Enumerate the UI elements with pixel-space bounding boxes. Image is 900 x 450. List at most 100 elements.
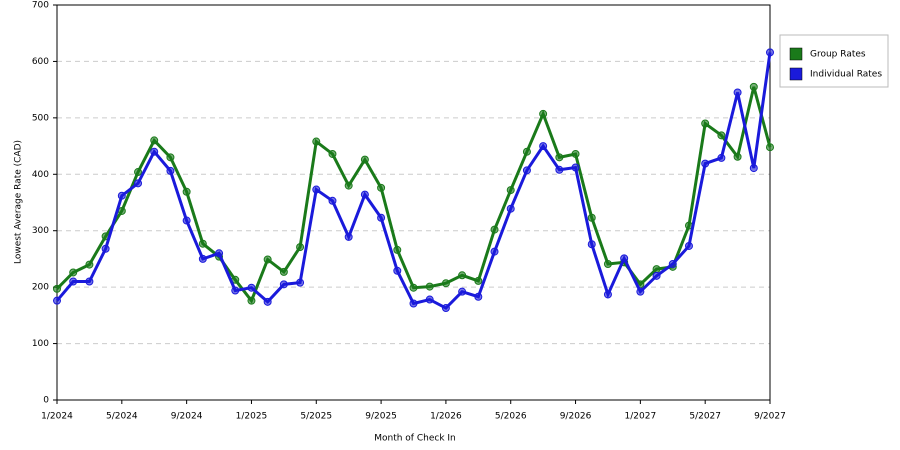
y-tick-label: 700 [32,1,49,11]
x-tick-label: 1/2024 [41,412,73,422]
data-point [603,260,612,269]
x-axis-title: Month of Check In [374,434,456,444]
data-point [344,232,353,241]
x-tick-label: 5/2026 [495,412,527,422]
legend-label: Group Rates [810,50,866,60]
data-point [522,147,531,156]
x-tick-label: 5/2024 [106,412,138,422]
data-point [441,279,450,288]
x-tick-label: 1/2025 [236,412,268,422]
data-point [490,225,499,234]
data-point [539,109,548,118]
data-point [474,292,483,301]
data-point [150,136,159,145]
data-point [377,213,386,222]
data-point [733,88,742,97]
y-tick-label: 500 [32,113,49,123]
data-point [231,286,240,295]
data-point [458,287,467,296]
data-point [766,143,774,152]
data-point [215,249,224,258]
data-point [328,196,337,205]
data-point [101,244,110,253]
x-tick-label: 1/2026 [430,412,462,422]
y-tick-label: 600 [32,57,49,67]
data-point [279,267,288,276]
data-point [166,166,175,175]
x-tick-label: 5/2025 [300,412,332,422]
data-point [652,265,661,274]
x-tick-label: 9/2024 [171,412,203,422]
legend-label: Individual Rates [810,70,882,80]
data-point [85,277,94,286]
data-point [490,247,499,256]
data-point [652,271,661,280]
y-tick-label: 400 [32,170,49,180]
data-point [198,239,207,248]
data-point [377,183,386,192]
data-point [717,131,726,140]
data-point [53,284,61,293]
data-point [701,159,710,168]
data-point [749,82,758,91]
y-tick-label: 200 [32,283,49,293]
data-point [701,119,710,128]
data-point [587,213,596,222]
data-point [603,290,612,299]
x-tick-label: 9/2026 [560,412,592,422]
data-point [749,164,758,173]
data-point [182,216,191,225]
data-point [441,304,450,313]
data-point [134,179,143,188]
data-point [425,282,434,291]
data-point [150,147,159,156]
y-tick-label: 100 [32,339,49,349]
x-tick-label: 5/2027 [689,412,721,422]
data-point [668,260,677,269]
data-point [393,266,402,275]
data-point [296,278,305,287]
data-point [69,277,78,286]
y-tick-label: 300 [32,226,49,236]
data-point [717,153,726,162]
data-point [733,152,742,161]
data-point [393,245,402,254]
data-point [263,255,272,264]
plot-frame [56,4,771,401]
data-point [587,240,596,249]
x-tick-label: 1/2027 [625,412,657,422]
data-point [506,186,515,195]
legend-swatch [789,67,803,81]
data-point [571,149,580,158]
data-point [474,276,483,285]
x-tick-label: 9/2027 [754,412,786,422]
data-point [506,204,515,213]
data-point [425,295,434,304]
data-point [296,243,305,252]
data-point [53,296,61,305]
data-point [69,268,78,277]
data-point [684,241,693,250]
data-point [344,181,353,190]
data-point [539,142,548,151]
data-point [247,283,256,292]
x-tick-label: 9/2025 [365,412,397,422]
data-point [312,185,321,194]
data-point [409,299,418,308]
legend-swatch [789,47,803,61]
plot-area [57,5,770,400]
data-point [458,271,467,280]
data-point [134,168,143,177]
data-point [571,163,580,172]
y-axis-title: Lowest Average Rate (CAD) [14,140,24,264]
data-point [620,254,629,263]
data-point [636,287,645,296]
data-point [182,187,191,196]
data-point [117,191,126,200]
data-point [263,297,272,306]
data-point [555,165,564,174]
data-point [247,296,256,305]
data-point [166,153,175,162]
y-tick-label: 0 [43,396,49,406]
